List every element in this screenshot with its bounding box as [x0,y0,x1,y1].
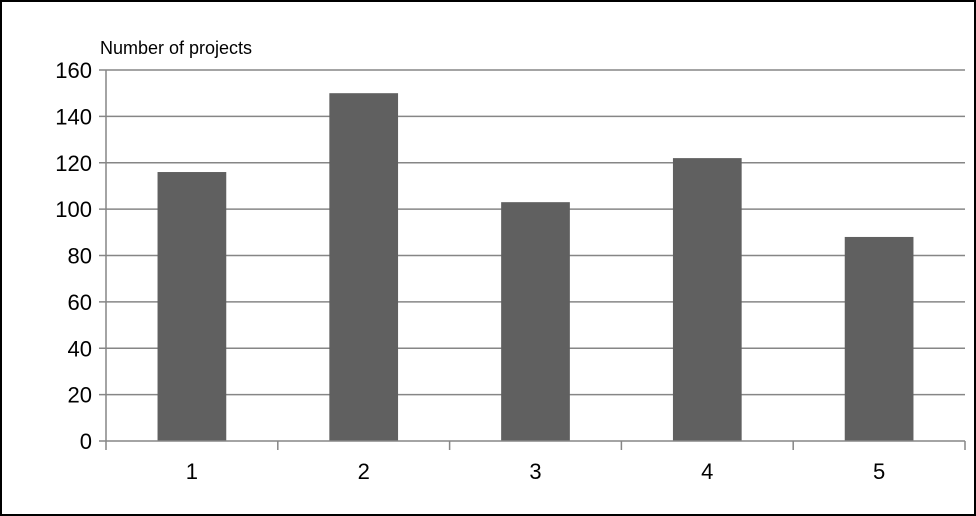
x-tick-label: 1 [186,459,198,484]
bar-3 [501,202,570,441]
bar-1 [157,172,227,441]
x-tick-label: 3 [529,459,541,484]
y-tick-label: 0 [80,429,92,454]
y-tick-label: 20 [68,383,92,408]
x-tick-label: 2 [358,459,370,484]
y-tick-label: 100 [55,197,92,222]
y-tick-label: 120 [55,151,92,176]
labels: 0 20 40 60 80 100 120 140 160 1 2 3 4 5 [55,58,885,484]
y-tick-label: 40 [68,336,92,361]
bars [157,93,914,442]
y-tick-label: 140 [55,104,92,129]
bar-4 [672,158,742,442]
y-tick-label: 80 [68,244,92,269]
y-axis-title: Number of projects [100,38,252,58]
y-tick-label: 60 [68,290,92,315]
x-tick-label: 5 [873,459,885,484]
x-tick-label: 4 [701,459,713,484]
bar-5 [844,236,914,441]
axes [99,69,966,450]
y-tick-label: 160 [55,58,92,83]
bar-2 [329,93,399,441]
